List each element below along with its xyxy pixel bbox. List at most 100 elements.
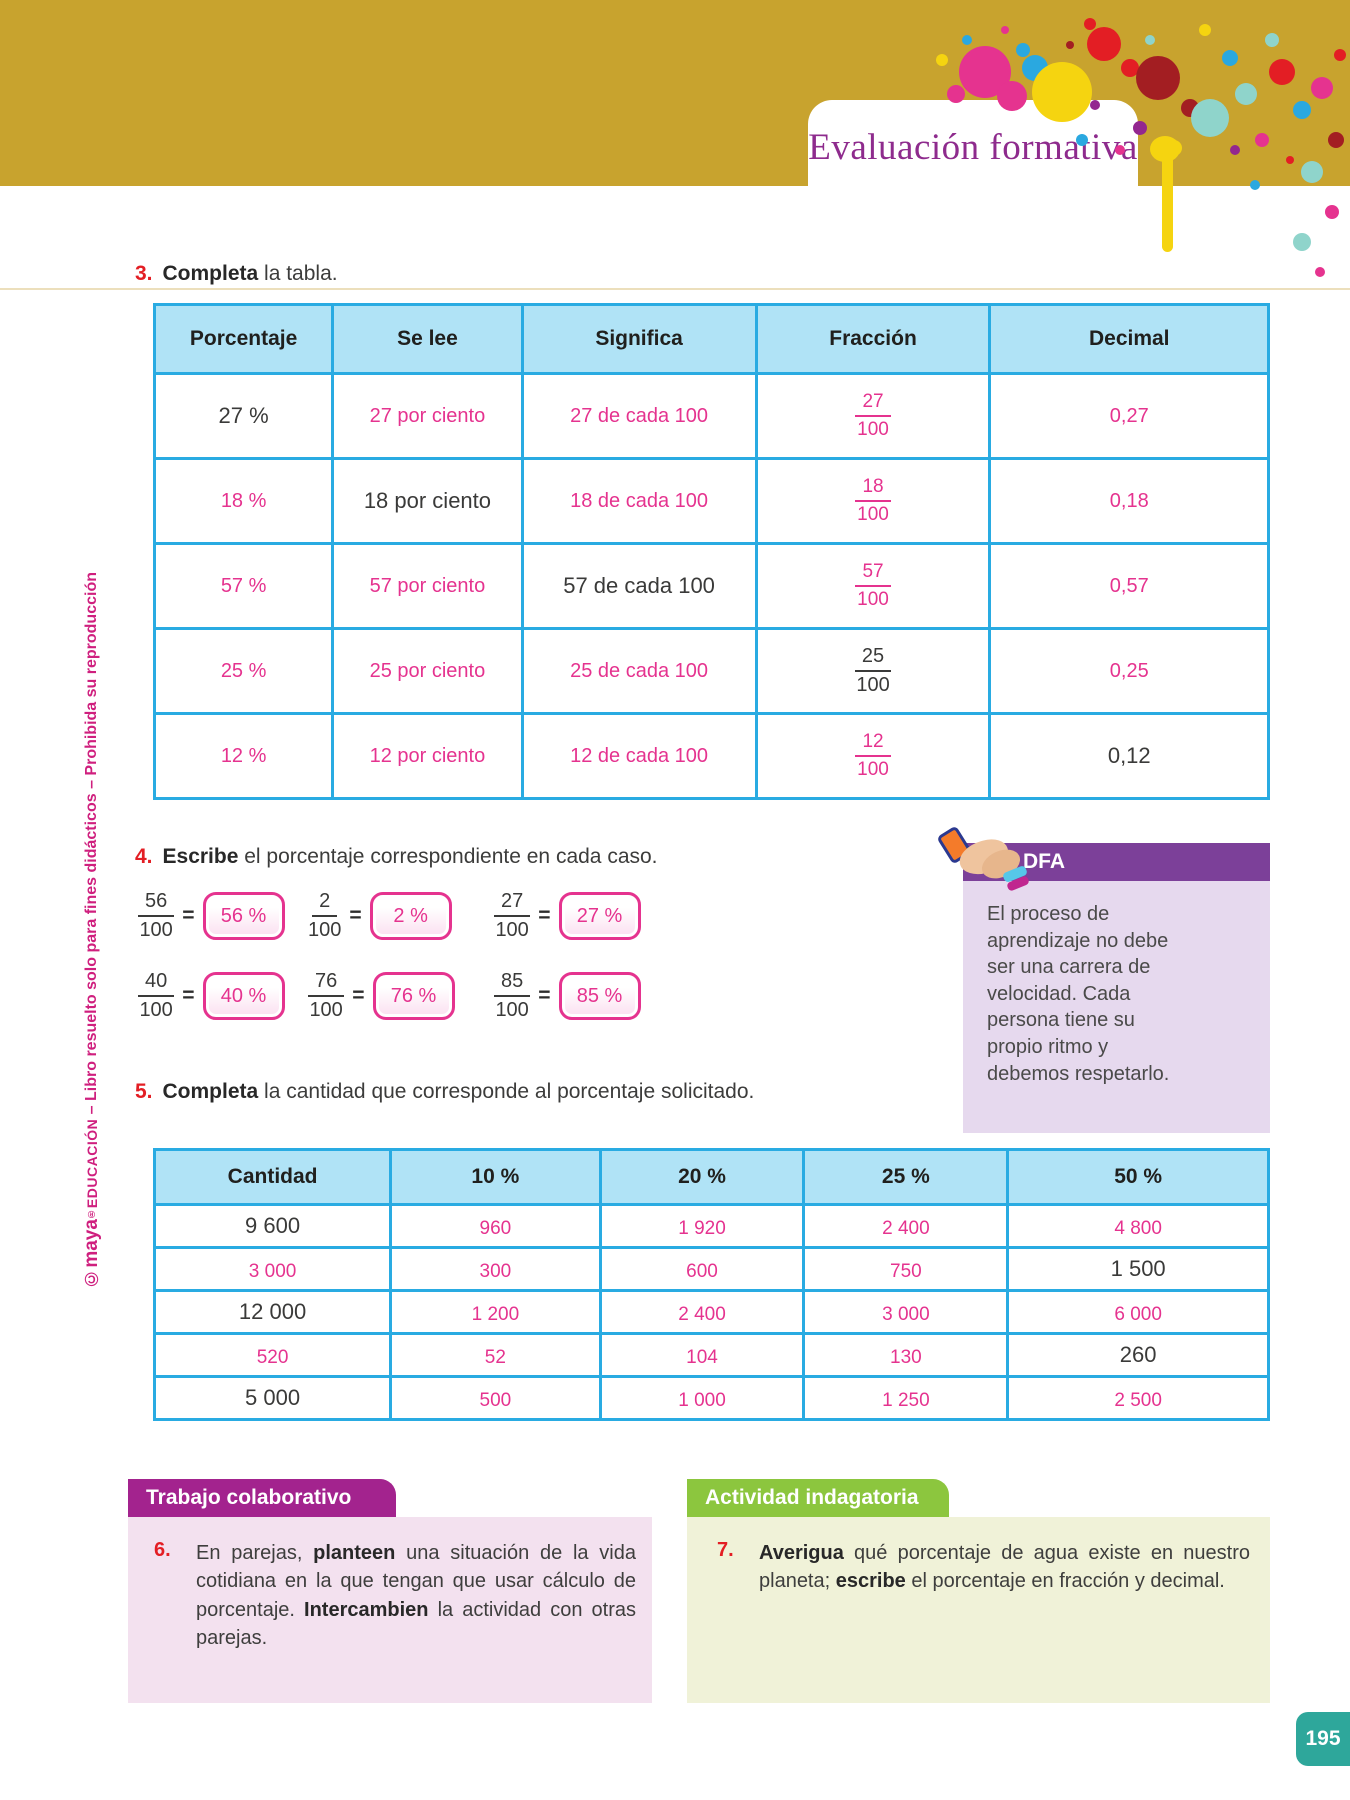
handwritten-answer-cell: 2 400 bbox=[802, 1203, 1010, 1249]
paint-dot bbox=[1230, 145, 1240, 155]
column-header: 50 % bbox=[1006, 1148, 1270, 1206]
handwritten-answer-cell: 57 % bbox=[152, 542, 335, 630]
paint-dot bbox=[1084, 18, 1096, 30]
copyright-text: ©maya®EDUCACIÓN – Libro resuelto solo pa… bbox=[81, 572, 103, 1289]
cell-value: 2 400 bbox=[882, 1218, 930, 1239]
exercise4-number: 4. bbox=[135, 845, 153, 868]
cell-value: 3 000 bbox=[248, 1261, 297, 1282]
inquiry-activity-tab: Actividad indagatoria bbox=[687, 1479, 949, 1517]
cell-value: 25 de cada 100 bbox=[570, 659, 709, 682]
handwritten-answer-cell: 104 bbox=[598, 1332, 806, 1378]
cell-value: 130 bbox=[890, 1347, 922, 1368]
cell-value: 25 % bbox=[220, 659, 267, 682]
fraction: 56 100 bbox=[138, 890, 175, 942]
cell-value: 18 % bbox=[220, 489, 267, 512]
handwritten-answer-cell: 27 100 bbox=[754, 372, 992, 460]
copyright-sidebar: ©maya®EDUCACIÓN – Libro resuelto solo pa… bbox=[68, 470, 116, 1390]
fraction-numerator: 57 bbox=[855, 561, 891, 587]
handwritten-answer-cell: 57 100 bbox=[754, 542, 992, 630]
fraction-numerator: 2 bbox=[312, 890, 338, 917]
cell-value: 6 000 bbox=[1114, 1304, 1162, 1325]
paint-dot bbox=[1016, 43, 1030, 57]
paint-dot bbox=[1269, 59, 1295, 85]
cell-value: 18 de cada 100 bbox=[570, 489, 709, 512]
instruction-text: el porcentaje correspondiente en cada ca… bbox=[238, 845, 658, 868]
cell-value: 5 000 bbox=[245, 1385, 301, 1410]
printed-cell: 1 500 bbox=[1006, 1246, 1270, 1292]
handwritten-answer-cell: 1 000 bbox=[598, 1375, 806, 1421]
table-row: 12 000 1 200 2 400 3 000 6 000 bbox=[152, 1289, 1270, 1335]
handwritten-answer-cell: 1 920 bbox=[598, 1203, 806, 1249]
equals-sign: = bbox=[182, 904, 195, 927]
paint-dot bbox=[1293, 101, 1311, 119]
answer-box: 56 % bbox=[202, 892, 285, 940]
paint-dot bbox=[1133, 121, 1147, 135]
fraction: 85 100 bbox=[494, 970, 531, 1022]
dfa-text: El proceso de aprendizaje no debe ser un… bbox=[987, 903, 1170, 1085]
exercise4-heading: 4. Escribe el porcentaje correspondiente … bbox=[135, 845, 658, 869]
cell-value: 57 por ciento bbox=[369, 574, 486, 597]
table-row: 5 000 500 1 000 1 250 2 500 bbox=[152, 1375, 1270, 1421]
cell-value: 25 por ciento bbox=[369, 659, 486, 682]
cell-value: 520 bbox=[256, 1347, 289, 1368]
fraction-equals-answer: 40 100 = 40 % bbox=[138, 970, 308, 1022]
cell-value: 0,27 bbox=[1109, 404, 1149, 427]
fraction-equals-answer: 2 100 = 2 % bbox=[308, 890, 494, 942]
paint-dot bbox=[1222, 50, 1238, 66]
instruction-text: la actividad con otras parejas. bbox=[196, 1598, 637, 1650]
exercise5-heading: 5. Completa la cantidad que corresponde a… bbox=[135, 1080, 754, 1104]
fraction-equals-answer: 85 100 = 85 % bbox=[494, 970, 664, 1022]
cell-value: 1 000 bbox=[678, 1390, 726, 1411]
paint-dot bbox=[1145, 35, 1155, 45]
printed-cell: 5 000 bbox=[152, 1375, 393, 1421]
cell-value: 12 000 bbox=[238, 1299, 307, 1324]
handwritten-answer-cell: 27 de cada 100 bbox=[520, 372, 758, 460]
paint-dot bbox=[1315, 267, 1325, 277]
exercise3-heading: 3. Completa la tabla. bbox=[135, 262, 338, 286]
instruction-text: En parejas, bbox=[196, 1542, 314, 1564]
handwritten-answer-cell: 2 400 bbox=[598, 1289, 806, 1335]
equals-sign: = bbox=[182, 984, 195, 1007]
handwritten-answer-cell: 25 de cada 100 bbox=[520, 627, 758, 715]
cell-value: 1 920 bbox=[678, 1218, 726, 1239]
fraction-numerator: 27 bbox=[855, 391, 891, 417]
cell-value: 0,25 bbox=[1109, 659, 1149, 682]
exercise6-number: 6. bbox=[154, 1539, 171, 1561]
column-header: Porcentaje bbox=[152, 303, 335, 375]
handwritten-answer-cell: 1 250 bbox=[802, 1375, 1010, 1421]
cell-value: 52 bbox=[484, 1347, 506, 1368]
collaborative-work-box: 6. En parejas, planteen una situación de… bbox=[128, 1517, 652, 1703]
fraction-denominator: 100 bbox=[139, 919, 173, 941]
printed-cell: 12 000 bbox=[152, 1289, 393, 1335]
cell-value: 4 800 bbox=[1114, 1218, 1162, 1239]
handwritten-answer-cell: 12 100 bbox=[754, 712, 992, 800]
fraction-numerator: 76 bbox=[308, 970, 345, 997]
fraction-denominator: 100 bbox=[856, 674, 890, 696]
quantity-table: Cantidad 10 % 20 % 25 % 50 % 9 600 960 1 920 2 4… bbox=[152, 1148, 1270, 1421]
cell-value: 1 500 bbox=[1110, 1256, 1166, 1281]
exercise3-number: 3. bbox=[135, 262, 153, 285]
column-header: 20 % bbox=[598, 1148, 806, 1206]
handwritten-answer-cell: 750 bbox=[802, 1246, 1010, 1292]
cell-value: 27 por ciento bbox=[369, 404, 486, 427]
cell-value: 12 % bbox=[220, 744, 267, 767]
page-number: 195 bbox=[1305, 1727, 1341, 1750]
fraction-denominator: 100 bbox=[857, 504, 889, 525]
column-header: 10 % bbox=[389, 1148, 602, 1206]
instruction-keyword: Escribe bbox=[162, 845, 239, 868]
exercise5-instruction: Completa la cantidad que corresponde al … bbox=[163, 1080, 755, 1103]
exercise7-instruction: Averigua qué porcentaje de agua existe e… bbox=[759, 1539, 1250, 1596]
paint-dot bbox=[1166, 140, 1182, 156]
paint-dot bbox=[1121, 59, 1139, 77]
column-header: Fracción bbox=[754, 303, 992, 375]
instruction-text: qué porcentaje de agua existe en nuestro… bbox=[759, 1542, 1250, 1593]
paint-dot bbox=[1250, 180, 1260, 190]
paint-dot bbox=[1001, 26, 1009, 34]
cell-value: 12 de cada 100 bbox=[570, 744, 709, 767]
fraction: 18 100 bbox=[855, 476, 891, 526]
cell-value: 2 400 bbox=[678, 1304, 726, 1325]
handwritten-answer-cell: 27 por ciento bbox=[331, 372, 524, 460]
exercise6-instruction: En parejas, planteen una situación de la… bbox=[196, 1539, 636, 1653]
exercise7-number: 7. bbox=[717, 1539, 734, 1561]
cell-value: 12 por ciento bbox=[369, 744, 486, 767]
